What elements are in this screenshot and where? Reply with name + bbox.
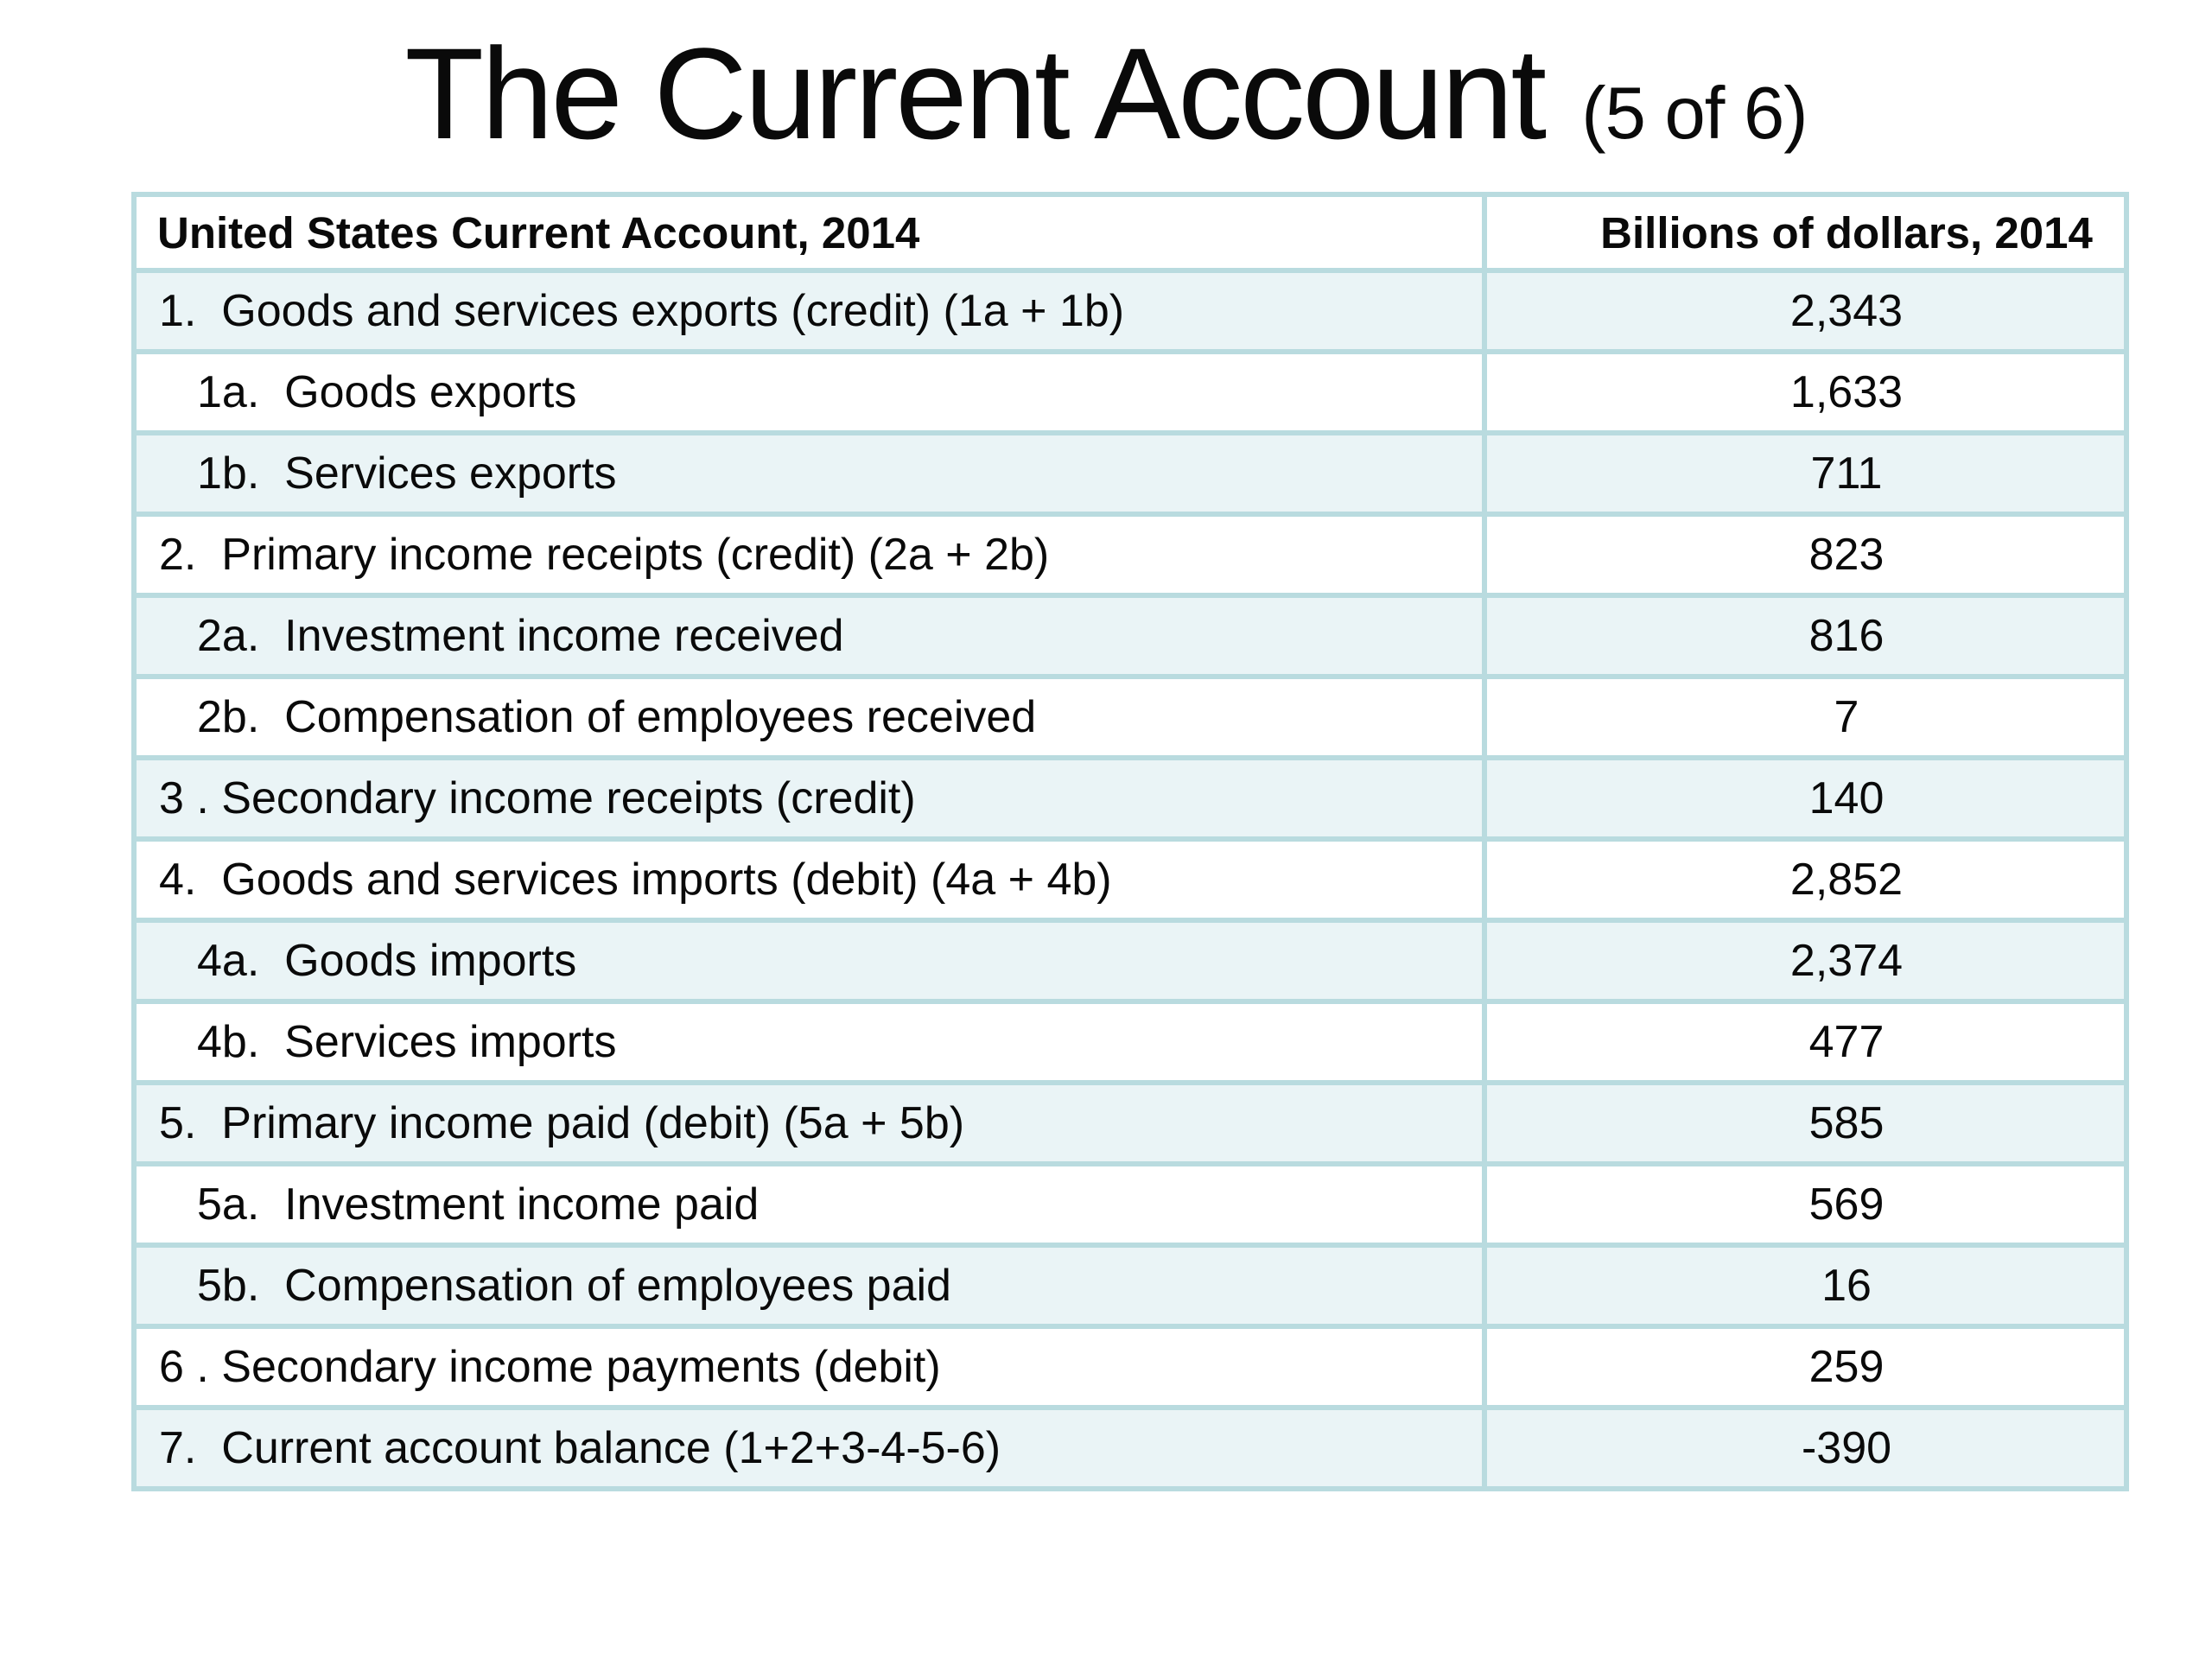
table-row: 2b. Compensation of employees received 7 — [131, 674, 2129, 760]
row-value: 2,852 — [1482, 836, 2129, 923]
table-row: 1b. Services exports 711 — [131, 430, 2129, 517]
table-row: 4b. Services imports 477 — [131, 999, 2129, 1085]
row-label: 2. Primary income receipts (credit) (2a … — [131, 512, 1487, 598]
table-row: 5b. Compensation of employees paid 16 — [131, 1243, 2129, 1329]
row-value: 711 — [1482, 430, 2129, 517]
table-row: 4. Goods and services imports (debit) (4… — [131, 836, 2129, 923]
row-label: 4a. Goods imports — [131, 918, 1487, 1004]
row-label: 5. Primary income paid (debit) (5a + 5b) — [131, 1080, 1487, 1166]
table-row: 4a. Goods imports 2,374 — [131, 918, 2129, 1004]
row-value: 823 — [1482, 512, 2129, 598]
row-label: 6 . Secondary income payments (debit) — [131, 1324, 1487, 1410]
current-account-table: United States Current Account, 2014 Bill… — [131, 192, 2129, 1491]
row-value: 7 — [1482, 674, 2129, 760]
row-label: 4. Goods and services imports (debit) (4… — [131, 836, 1487, 923]
row-value: 2,374 — [1482, 918, 2129, 1004]
column-header-account-items: United States Current Account, 2014 — [131, 192, 1487, 273]
row-label: 7. Current account balance (1+2+3-4-5-6) — [131, 1405, 1487, 1491]
row-label: 5a. Investment income paid — [131, 1161, 1487, 1248]
row-value: 2,343 — [1482, 268, 2129, 354]
table-row: 1. Goods and services exports (credit) (… — [131, 268, 2129, 354]
row-value: 259 — [1482, 1324, 2129, 1410]
table-row: 1a. Goods exports 1,633 — [131, 349, 2129, 435]
row-label: 4b. Services imports — [131, 999, 1487, 1085]
row-value: 1,633 — [1482, 349, 2129, 435]
row-label: 3 . Secondary income receipts (credit) — [131, 755, 1487, 842]
table-header-row: United States Current Account, 2014 Bill… — [131, 192, 2129, 273]
row-value: 569 — [1482, 1161, 2129, 1248]
row-value: 140 — [1482, 755, 2129, 842]
row-label: 5b. Compensation of employees paid — [131, 1243, 1487, 1329]
table-row: 3 . Secondary income receipts (credit) 1… — [131, 755, 2129, 842]
column-header-billions: Billions of dollars, 2014 — [1482, 192, 2129, 273]
row-label: 1a. Goods exports — [131, 349, 1487, 435]
row-value: 585 — [1482, 1080, 2129, 1166]
row-label: 1b. Services exports — [131, 430, 1487, 517]
table-row: 7. Current account balance (1+2+3-4-5-6)… — [131, 1405, 2129, 1491]
row-label: 2a. Investment income received — [131, 593, 1487, 679]
table-row: 6 . Secondary income payments (debit) 25… — [131, 1324, 2129, 1410]
slide-title-text: The Current Account — [404, 21, 1547, 166]
table-row: 2a. Investment income received 816 — [131, 593, 2129, 679]
table-row: 5a. Investment income paid 569 — [131, 1161, 2129, 1248]
table-row: 5. Primary income paid (debit) (5a + 5b)… — [131, 1080, 2129, 1166]
table-body: 1. Goods and services exports (credit) (… — [131, 268, 2129, 1491]
slide-title-suffix: (5 of 6) — [1581, 73, 1808, 155]
row-label: 1. Goods and services exports (credit) (… — [131, 268, 1487, 354]
slide-title: The Current Account (5 of 6) — [0, 19, 2212, 168]
table-row: 2. Primary income receipts (credit) (2a … — [131, 512, 2129, 598]
row-value: 16 — [1482, 1243, 2129, 1329]
row-value: 816 — [1482, 593, 2129, 679]
row-label: 2b. Compensation of employees received — [131, 674, 1487, 760]
row-value: -390 — [1482, 1405, 2129, 1491]
slide-title-space — [1548, 21, 1582, 166]
row-value: 477 — [1482, 999, 2129, 1085]
